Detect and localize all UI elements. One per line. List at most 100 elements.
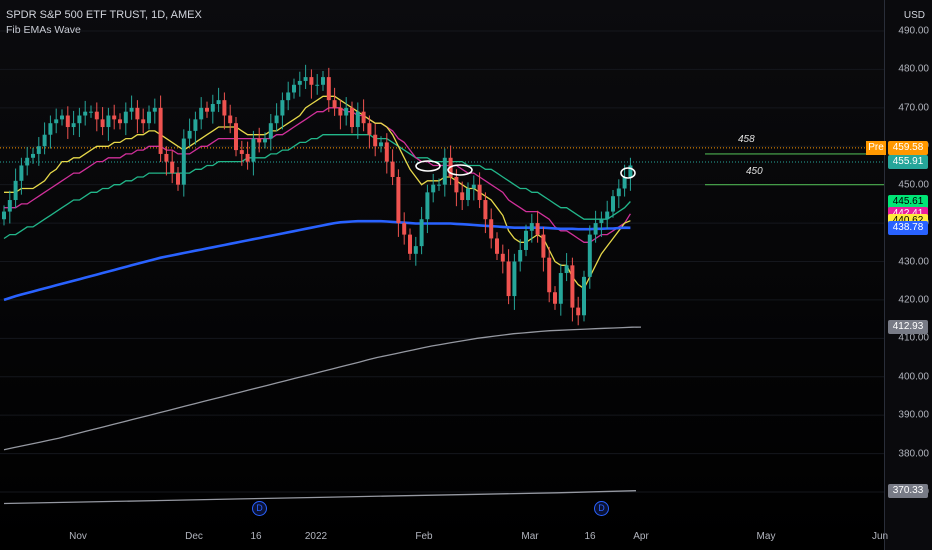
time-tick-label: Jun — [871, 531, 889, 542]
candle-body — [187, 130, 192, 139]
candle-body — [524, 230, 528, 250]
candle-body — [466, 188, 470, 201]
candle-body — [541, 234, 546, 258]
candle-body — [141, 119, 146, 124]
candle-body — [460, 192, 465, 201]
candle-body — [54, 119, 59, 124]
candle-body — [205, 107, 209, 112]
symbol-title: SPDR S&P 500 ETF TRUST, 1D, AMEX — [6, 9, 202, 21]
candle-body — [42, 134, 47, 147]
candle-body — [222, 100, 227, 116]
candle-body — [390, 161, 395, 177]
candle-body — [605, 211, 610, 220]
candle-body — [593, 223, 598, 235]
candle-body — [60, 115, 64, 120]
candle-body — [431, 184, 436, 193]
pre-market-badge: Pre — [866, 140, 886, 155]
candle-body — [611, 196, 615, 212]
candle-body — [582, 276, 586, 316]
candle-body — [506, 261, 511, 297]
candle-body — [616, 188, 621, 197]
price-tick-label: 480.00 — [898, 63, 929, 75]
candle-body — [7, 200, 12, 212]
candle-body — [251, 138, 256, 162]
candle-body — [384, 142, 389, 162]
candle-body — [94, 111, 99, 120]
candle-body — [106, 115, 111, 128]
time-tick-label: Nov — [69, 531, 87, 542]
highlight-ellipse — [447, 164, 473, 176]
candle-body — [350, 107, 354, 128]
candle-body — [263, 138, 267, 143]
candle-body — [332, 100, 337, 108]
candle-body — [622, 176, 627, 189]
candle-body — [355, 111, 360, 128]
candle-body — [123, 111, 128, 124]
ema-grey-lower-line — [3, 490, 637, 505]
price-tag: 455.91 — [888, 154, 928, 169]
candle-body — [402, 223, 407, 235]
indicator-name: Fib EMAs Wave — [6, 24, 81, 36]
candle-body — [344, 107, 349, 116]
candle-body — [442, 157, 447, 185]
candle-body — [500, 253, 505, 262]
candle-body — [19, 165, 24, 181]
candle-body — [483, 200, 488, 220]
candle-body — [373, 134, 378, 147]
candle-body — [599, 219, 604, 224]
dividend-marker[interactable]: D — [252, 501, 267, 516]
candle-body — [65, 115, 70, 128]
candle-body — [158, 107, 163, 154]
candle-body — [135, 107, 140, 120]
candle-body — [425, 192, 430, 220]
price-tag: 412.93 — [888, 320, 928, 335]
time-tick-label: 2022 — [304, 531, 328, 542]
time-tick-label: 16 — [250, 531, 262, 542]
candle-body — [193, 119, 198, 131]
currency-label: USD — [903, 10, 925, 21]
candle-body — [512, 261, 517, 297]
candle-body — [570, 265, 575, 308]
price-chart[interactable] — [0, 0, 884, 550]
candle-body — [489, 219, 494, 239]
time-tick-label: Apr — [633, 531, 649, 542]
price-tick-label: 430.00 — [898, 256, 929, 267]
candle-body — [210, 103, 215, 112]
candle-body — [413, 246, 418, 254]
candle-body — [553, 292, 557, 304]
dividend-marker[interactable]: D — [594, 501, 609, 516]
time-tick-label: 16 — [584, 531, 596, 542]
candle-body — [100, 119, 105, 128]
candle-body — [286, 92, 291, 101]
candle-body — [419, 219, 424, 247]
candle-body — [118, 119, 122, 124]
candle-body — [477, 184, 482, 201]
candle-body — [181, 138, 186, 185]
candle-body — [379, 142, 383, 147]
candle-body — [321, 77, 325, 85]
price-tick-label: 420.00 — [898, 294, 929, 306]
candle-body — [268, 123, 273, 139]
candle-body — [518, 249, 523, 262]
candle-body — [199, 107, 204, 120]
candle-body — [13, 180, 18, 201]
candle-body — [292, 84, 296, 93]
ema-teal-line — [3, 134, 631, 240]
candle-body — [129, 107, 134, 112]
candle-body — [396, 176, 401, 224]
candle-body — [112, 115, 117, 120]
candle-body — [587, 234, 592, 277]
candle-body — [257, 138, 262, 143]
candle-body — [437, 184, 441, 186]
candle-body — [152, 107, 157, 112]
candle-body — [367, 123, 372, 135]
candle-body — [239, 150, 244, 154]
candle-body — [216, 100, 221, 104]
price-scale[interactable]: USD 490.00480.00470.00460.00450.00440.00… — [884, 0, 932, 550]
candle-body — [31, 153, 35, 158]
candle-body — [309, 77, 314, 85]
candle-body — [535, 223, 540, 235]
ema-grey-upper-line — [3, 326, 642, 451]
time-tick-label: May — [756, 531, 776, 542]
